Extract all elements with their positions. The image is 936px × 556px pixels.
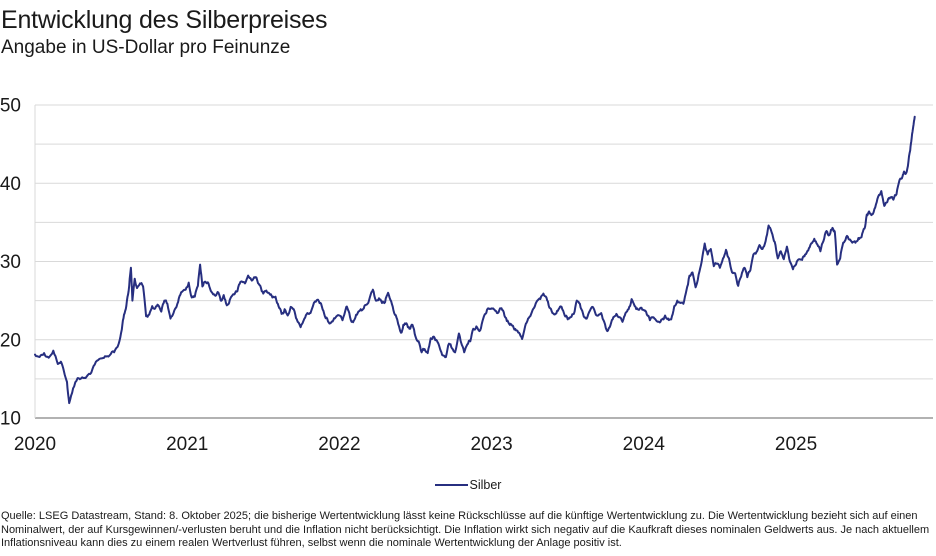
x-tick-label: 2022 [318, 434, 360, 455]
y-tick-label: 40 [0, 174, 21, 195]
legend-label: Silber [469, 478, 502, 492]
page-subtitle: Angabe in US-Dollar pro Feinunze [1, 36, 291, 58]
y-tick-label: 20 [0, 330, 21, 351]
series-line-silber [34, 115, 916, 405]
chart-header: Entwicklung des Silberpreises Angabe in … [1, 6, 932, 60]
chart-legend: Silber [0, 478, 936, 492]
x-tick-label: 2024 [623, 434, 666, 455]
x-tick-label: 2021 [166, 434, 208, 455]
y-tick-label: 50 [0, 96, 21, 117]
x-tick-label: 2020 [14, 434, 56, 455]
y-tick-label: 30 [0, 252, 21, 273]
line-chart-canvas: 10 20 30 40 50 2020 2021 2022 2023 2024 2025 [0, 96, 933, 455]
x-tick-label: 2025 [775, 434, 817, 455]
y-tick-label: 10 [0, 409, 21, 430]
legend-line-swatch [434, 484, 468, 486]
page-title: Entwicklung des Silberpreises [1, 6, 328, 34]
x-tick-label: 2023 [470, 434, 512, 455]
source-note: Quelle: LSEG Datastream, Stand: 8. Oktob… [1, 510, 930, 550]
silver-price-chart: 10 20 30 40 50 2020 2021 2022 2023 2024 2025 [0, 95, 936, 470]
